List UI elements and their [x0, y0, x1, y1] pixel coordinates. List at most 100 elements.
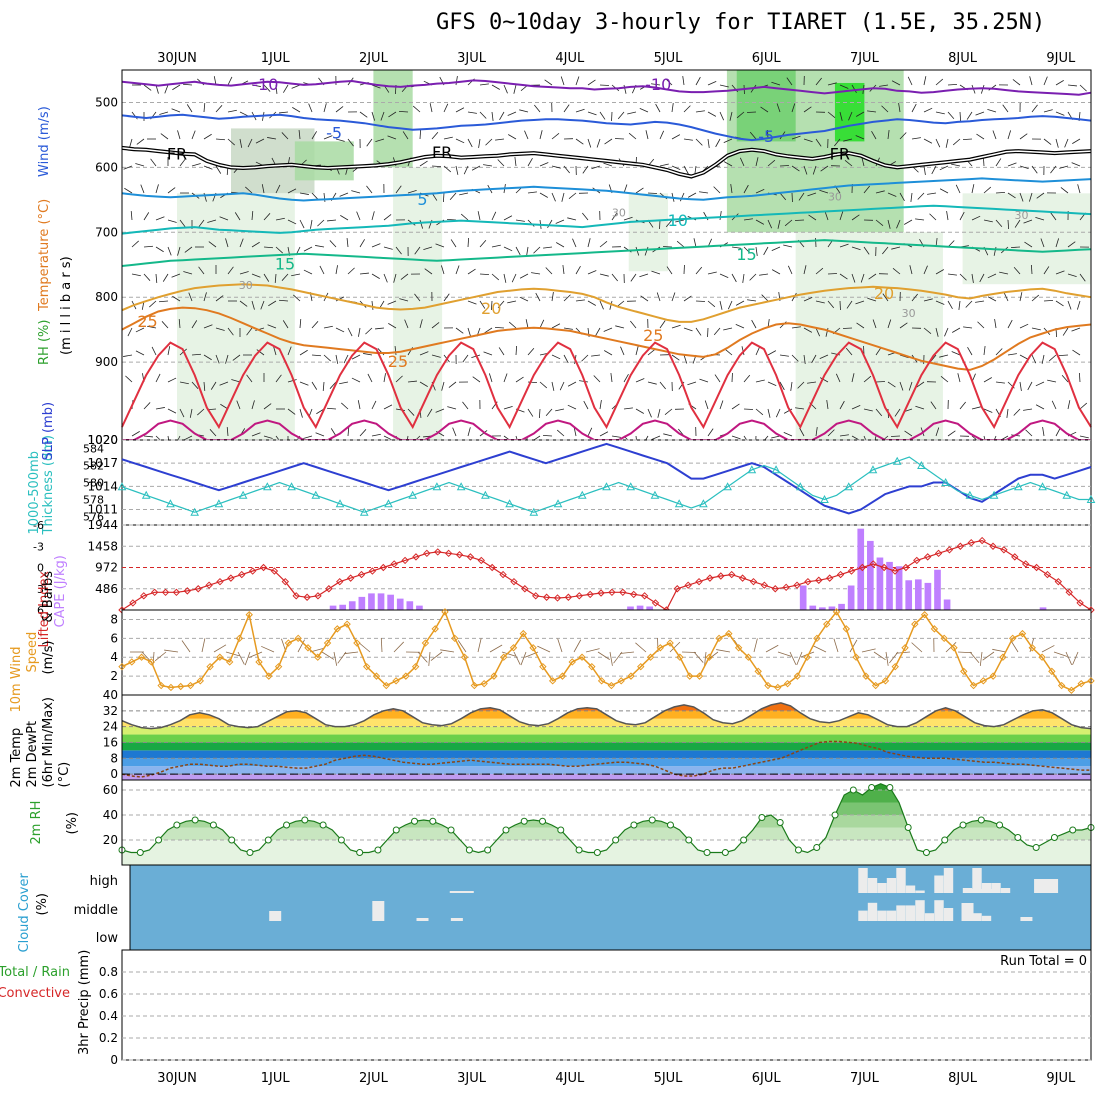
cloud-bar-high [934, 876, 943, 894]
temp-band [122, 758, 1091, 766]
rh-marker [667, 822, 673, 828]
cloud-bar-middle [1020, 917, 1032, 921]
date-label-top: 5JUL [654, 51, 684, 66]
cape-bar [809, 606, 816, 610]
rh-marker [156, 837, 162, 843]
ylabel-unit: (m i l l i b a r s) [59, 256, 74, 355]
date-label-bottom: 30JUN [157, 1071, 197, 1086]
rh-marker [357, 850, 363, 856]
temp-tick: 24 [103, 720, 118, 734]
cloud-bar-high [877, 883, 886, 893]
ylabel-part: (6hr Min/Max) [41, 697, 56, 787]
rh-marker [850, 787, 856, 793]
rh-marker [649, 817, 655, 823]
cloud-tick: high [90, 874, 118, 889]
ylabel-part: (°C) [57, 762, 72, 788]
wind-tick: 6 [110, 631, 118, 645]
chart-title: GFS 0~10day 3-hourly for TIARET (1.5E, 3… [436, 10, 1045, 35]
cloud-bar-middle [858, 911, 867, 921]
contour-label: -5 [326, 124, 342, 143]
thickness-tick: 580 [83, 477, 104, 490]
ytick-label: 900 [95, 355, 118, 369]
cloud-bar-middle [451, 918, 463, 921]
date-label-top: 1JUL [261, 51, 291, 66]
temp-tick: 8 [110, 751, 118, 765]
cloud-bar-middle [887, 911, 896, 921]
cloud-bar-high [868, 878, 877, 893]
rh-marker [576, 847, 582, 853]
ylabel-part: Wind (m/s) [37, 106, 52, 177]
contour-label: 30 [612, 207, 626, 220]
temp-band [122, 766, 1091, 774]
temp-band [122, 727, 1091, 735]
contour-label: -10 [252, 75, 278, 94]
li-tick: -6 [33, 519, 44, 532]
ylabel-part: 10m Wind [9, 646, 24, 712]
temp-tick: 32 [103, 704, 118, 718]
rh-marker [430, 818, 436, 824]
cape-bar [934, 570, 941, 610]
cape-bar [359, 597, 366, 610]
rh-marker [320, 822, 326, 828]
contour-label: 25 [388, 352, 408, 371]
rh-marker [174, 822, 180, 828]
cloud-bar-high [944, 868, 953, 893]
ylabel-part: Convective [0, 986, 70, 1001]
ytick-label: 500 [95, 95, 118, 109]
ylabel-part: 2m Temp [9, 728, 24, 788]
rh-marker [832, 812, 838, 818]
ylabel-part: Speed [25, 632, 40, 673]
cape-bar [829, 607, 836, 610]
rh-marker [905, 825, 911, 831]
rh-marker [558, 827, 564, 833]
contour-label: 5 [417, 190, 427, 209]
rh-marker [631, 822, 637, 828]
wind-tick: 4 [110, 650, 118, 664]
cape-bar [330, 606, 337, 610]
rh-marker [997, 822, 1003, 828]
ylabel-part: Total / Rain [0, 965, 70, 980]
rh-marker [503, 827, 509, 833]
date-label-top: 7JUL [850, 51, 880, 66]
contour-label: 10 [668, 211, 688, 230]
rh-marker [887, 785, 893, 791]
rh-marker [375, 847, 381, 853]
rh-marker [704, 850, 710, 856]
thickness-tick: 582 [83, 460, 104, 473]
date-label-bottom: 8JUL [948, 1071, 978, 1086]
contour-label: 30 [902, 307, 916, 320]
ylabel-part: 2m DewPt [25, 721, 40, 788]
rh-marker [594, 850, 600, 856]
precip-tick: 0.8 [99, 965, 118, 979]
cape-bar [378, 593, 385, 610]
rh-marker [265, 837, 271, 843]
rh-marker [613, 837, 619, 843]
precip-tick: 0.2 [99, 1031, 118, 1045]
rh-marker [448, 827, 454, 833]
cloud-bar-middle [877, 911, 886, 921]
ytick-label: 800 [95, 290, 118, 304]
cape-bar [339, 605, 346, 610]
date-label-bottom: 4JUL [555, 1071, 585, 1086]
temp-band [122, 735, 1091, 743]
cloud-bar-high [1034, 879, 1058, 893]
ylabel-part: (%) [65, 812, 80, 835]
cape-tick: 1944 [87, 518, 118, 532]
upper-ylabel: RH (%)Temperature (°C)Wind (m/s)(m i l l… [37, 106, 74, 365]
cloud-bar-high [450, 891, 474, 893]
cloud-bar-high [906, 886, 915, 894]
wind-frame [122, 610, 1091, 695]
rh-marker [978, 817, 984, 823]
run-total: Run Total = 0 [1000, 954, 1087, 969]
rh-marker [814, 845, 820, 851]
rh-marker [466, 847, 472, 853]
contour-label: 30 [1015, 209, 1029, 222]
date-label-bottom: 6JUL [752, 1071, 782, 1086]
rh-marker [923, 850, 929, 856]
ylabel-part: Temperature (°C) [37, 199, 52, 312]
